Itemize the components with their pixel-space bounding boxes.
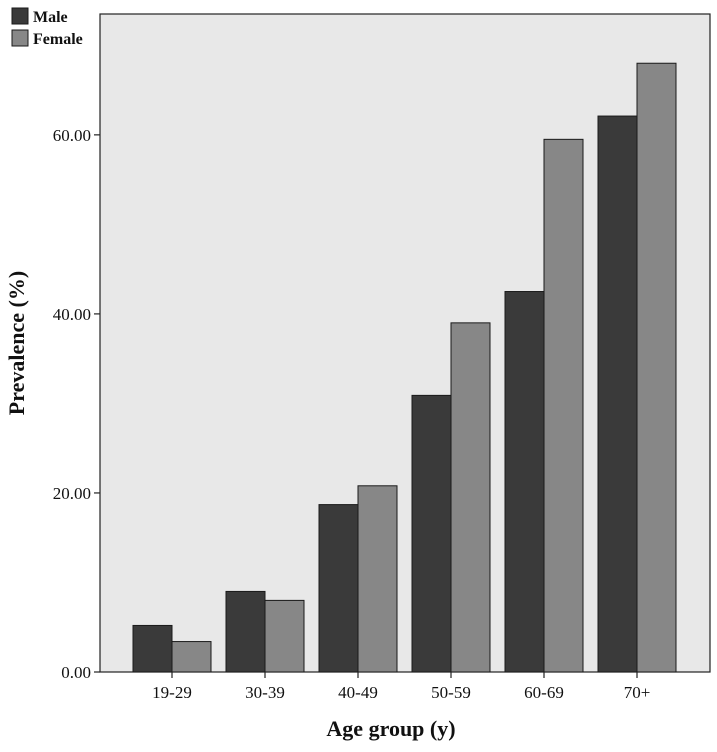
legend-swatch-male — [11, 7, 29, 25]
bar-male-50-59 — [411, 394, 452, 673]
x-tick-label: 19-29 — [152, 683, 192, 702]
bar-male-70plus — [597, 115, 638, 673]
y-tick-label: 0.00 — [61, 663, 91, 682]
bar-male-19-29 — [132, 624, 173, 673]
x-tick-label: 40-49 — [338, 683, 378, 702]
bar-male-30-39 — [225, 590, 266, 673]
x-axis-title: Age group (y) — [326, 716, 455, 741]
bar-female-30-39 — [264, 599, 305, 673]
y-tick-label: 60.00 — [53, 126, 91, 145]
bars-group — [132, 62, 677, 673]
legend-label-female: Female — [33, 31, 83, 48]
bar-female-70plus — [636, 62, 677, 673]
bar-female-60-69 — [543, 138, 584, 673]
bar-female-50-59 — [450, 322, 491, 673]
legend-label-male: Male — [33, 9, 68, 26]
y-tick-label: 20.00 — [53, 484, 91, 503]
legend: Male Female — [11, 7, 83, 48]
x-tick-label: 70+ — [624, 683, 651, 702]
bar-male-60-69 — [504, 291, 545, 673]
y-axis: 0.00 20.00 40.00 60.00 — [53, 126, 100, 682]
bar-female-19-29 — [171, 641, 212, 673]
x-axis: 19-29 30-39 40-49 50-59 60-69 70+ — [152, 672, 650, 702]
x-tick-label: 60-69 — [524, 683, 564, 702]
bar-female-40-49 — [357, 485, 398, 673]
x-tick-label: 30-39 — [245, 683, 285, 702]
legend-swatch-female — [11, 29, 29, 47]
x-tick-label: 50-59 — [431, 683, 471, 702]
y-tick-label: 40.00 — [53, 305, 91, 324]
y-axis-title: Prevalence (%) — [4, 271, 29, 415]
bar-male-40-49 — [318, 504, 359, 673]
